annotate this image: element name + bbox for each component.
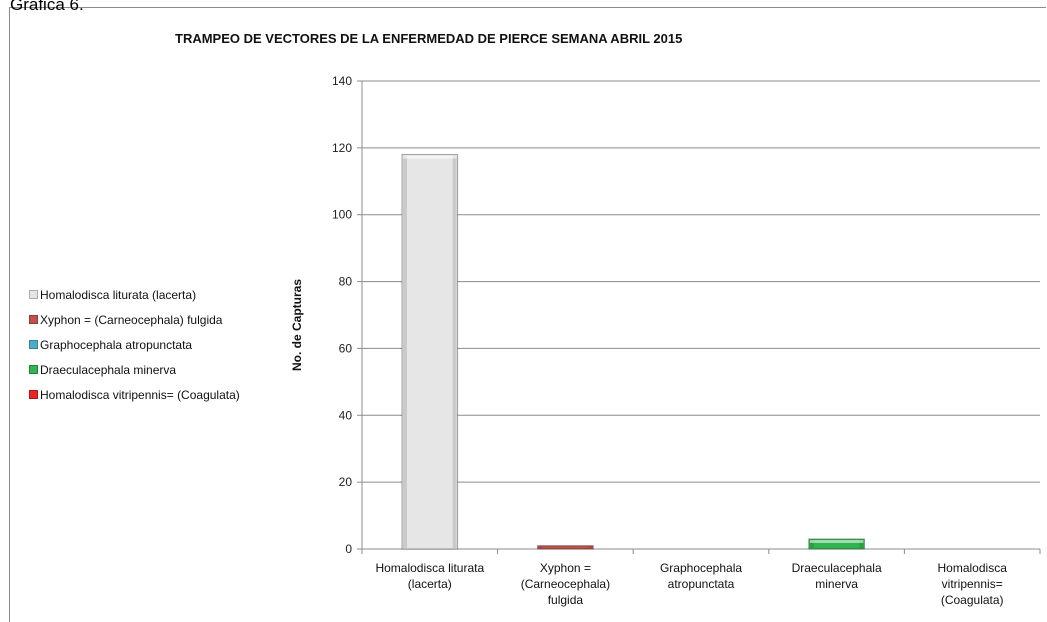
legend-swatch — [29, 290, 38, 299]
legend-label: Homalodisca vitripennis= (Coagulata) — [40, 387, 240, 402]
x-tick-label: minerva — [815, 577, 858, 591]
y-tick-label: 100 — [332, 208, 352, 222]
y-tick-label: 140 — [332, 74, 352, 88]
y-tick-label: 60 — [339, 341, 353, 355]
y-tick-label: 0 — [345, 542, 352, 556]
x-tick-label: atropunctata — [668, 577, 735, 591]
legend-label: Homalodisca liturata (lacerta) — [40, 287, 197, 302]
x-tick-label: Homalodisca — [938, 561, 1008, 575]
x-tick-label: fulgida — [548, 593, 584, 607]
chart-frame: Grafica 6. — [9, 0, 1046, 622]
x-tick-label: Graphocephala — [660, 561, 742, 575]
legend-item: Xyphon = (Carneocephala) fulgida — [29, 307, 240, 332]
legend-item: Graphocephala atropunctata — [29, 332, 240, 357]
bar-bevel-top — [809, 539, 864, 543]
bar-bevel-top — [403, 155, 457, 159]
x-tick-label: (Carneocephala) — [521, 577, 610, 591]
bar — [537, 545, 594, 550]
bar-bevel-left — [809, 539, 814, 548]
legend-swatch — [29, 390, 38, 399]
legend-item: Draeculacephala minerva — [29, 357, 240, 382]
x-tick-label: Homalodisca liturata — [375, 561, 484, 575]
y-tick-label: 40 — [339, 408, 353, 422]
legend-label: Draeculacephala minerva — [40, 362, 177, 377]
legend-swatch — [29, 315, 38, 324]
legend-item: Homalodisca vitripennis= (Coagulata) — [29, 382, 240, 407]
bar — [808, 538, 865, 550]
bar-bevel-left — [538, 546, 543, 548]
y-tick-label: 20 — [339, 475, 353, 489]
legend-item: Homalodisca liturata (lacerta) — [29, 282, 240, 307]
x-tick-label: (lacerta) — [408, 577, 452, 591]
bar-bevel-right — [588, 546, 593, 548]
chart-title: TRAMPEO DE VECTORES DE LA ENFERMEDAD DE … — [175, 31, 683, 46]
legend-label: Xyphon = (Carneocephala) fulgida — [40, 312, 223, 327]
x-tick-label: Draeculacephala — [792, 561, 882, 575]
legend-swatch — [29, 340, 38, 349]
bar-bevel-left — [403, 155, 408, 549]
bar — [401, 154, 459, 550]
bar-bevel-right — [859, 539, 864, 548]
y-tick-label: 120 — [332, 141, 352, 155]
y-tick-label: 80 — [339, 275, 353, 289]
legend: Homalodisca liturata (lacerta) Xyphon = … — [29, 282, 240, 407]
bar-bevel-right — [452, 155, 457, 549]
x-tick-label: Xyphon = — [540, 561, 591, 575]
legend-swatch — [29, 365, 38, 374]
chart-number-label: Grafica 6. — [10, 0, 84, 14]
legend-label: Graphocephala atropunctata — [40, 337, 193, 352]
x-tick-label: (Coagulata) — [941, 593, 1004, 607]
x-tick-label: vitripennis= — [942, 577, 1003, 591]
